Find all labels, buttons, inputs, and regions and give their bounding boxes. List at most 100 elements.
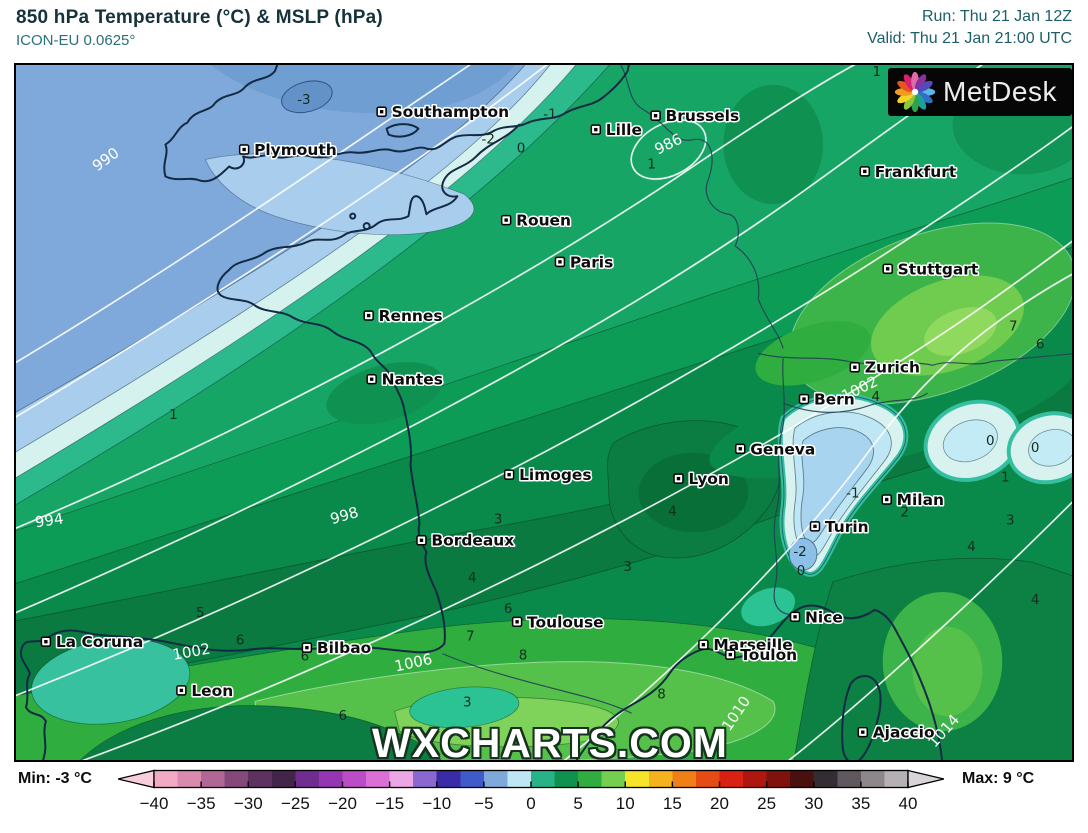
metdesk-logo-text: MetDesk [943, 76, 1057, 107]
colorbar-tick-labels: −40 −35 −30 −25 −20 −15 −10 −5 0 5 10 15 20 25 30 35 40 [0, 794, 1088, 820]
city-marker-dot [738, 447, 742, 451]
po-valley-pool-contour [779, 395, 907, 575]
metdesk-pinwheel-icon [894, 71, 936, 113]
city-marker-group: Bordeaux [416, 530, 516, 551]
city-label: Stuttgart [898, 260, 979, 278]
temp-contour-label: 0 [986, 434, 995, 449]
colorbar-svg [117, 769, 945, 789]
city-marker-dot [676, 476, 681, 481]
stuttgart-bright-core2 [924, 307, 997, 356]
city-marker-dot [853, 365, 857, 369]
city-marker-group: La Coruna [40, 632, 145, 653]
city-marker-dot [504, 218, 508, 222]
temp-contour-label: 0 [517, 142, 526, 157]
city-marker-group: Rouen [500, 210, 572, 231]
city-label: Nantes [382, 371, 443, 389]
temp-contour-label: 3 [623, 560, 632, 575]
temp-contour-label: 1 [647, 157, 656, 172]
city-marker-group: Nice [789, 607, 844, 628]
colorbar-tick-label: 10 [615, 794, 635, 813]
city-marker-group: Bilbao [301, 638, 373, 659]
temp-contour-label: 4 [1031, 593, 1040, 608]
colorbar-tickmarks [153, 781, 909, 787]
spain-dark-patch [80, 705, 442, 760]
temp-contour-label: 6 [301, 650, 310, 665]
corsica-east-bright-core [912, 626, 983, 717]
temp-contour-label: -1 [846, 487, 859, 502]
city-label: Rouen [516, 212, 571, 230]
city-marker-dot [379, 110, 384, 114]
city-marker-dot [558, 260, 562, 264]
galicia-teal-patch [31, 638, 191, 725]
colorbar-tick-label: 0 [526, 794, 536, 813]
model-subtitle: ICON-EU 0.0625° [16, 32, 136, 49]
city-marker-group: Limoges [503, 465, 593, 486]
temp-contour-label: 4 [871, 390, 880, 405]
city-marker-dot [305, 645, 309, 650]
pinwheel-petals [894, 71, 936, 113]
city-label: Plymouth [254, 141, 337, 159]
page-title: 850 hPa Temperature (°C) & MSLP (hPa) [16, 7, 383, 28]
city-marker-dot [885, 497, 889, 502]
city-label: Limoges [519, 466, 591, 484]
city-marker-group: Lyon [673, 469, 730, 490]
colorbar-tick-label: −20 [328, 794, 357, 813]
nice-teal-patch [741, 587, 796, 627]
city-marker-dot [802, 397, 806, 401]
city-label: Geneva [750, 440, 815, 458]
temp-contour-label: -2 [793, 545, 806, 560]
colorbar-tick-label: −25 [280, 794, 310, 813]
metdesk-logo[interactable]: MetDesk [888, 68, 1072, 116]
city-marker-dot [813, 524, 817, 529]
temp-contour-label: -2 [482, 133, 495, 148]
temp-contour-label: 7 [466, 630, 475, 645]
city-marker-group: Bern [798, 389, 856, 410]
lyon-dark-core [638, 452, 749, 533]
colorbar-right-arrow [907, 769, 945, 789]
city-marker-group: Toulon [725, 645, 799, 666]
city-label: Toulon [740, 646, 797, 664]
city-label: Turin [825, 518, 869, 536]
pyrenees-teal-patch [409, 686, 520, 729]
legend-min-label: Min: -3 °C [18, 770, 92, 787]
valid-time: Valid: Thu 21 Jan 21:00 UTC [867, 30, 1072, 47]
city-label: Ajaccio [873, 724, 935, 742]
temp-contour-label: 8 [657, 687, 666, 702]
city-marker-group: Leon [176, 680, 235, 701]
colorbar-left-arrow [117, 769, 155, 789]
temp-contour-label: 4 [468, 571, 477, 586]
city-marker-group: Toulouse [511, 612, 605, 633]
colorbar-tick-label: 35 [851, 794, 871, 813]
city-label: Brussels [666, 107, 740, 125]
city-label: La Coruna [56, 633, 143, 651]
temp-contour-label: 6 [338, 709, 347, 724]
east-cyan-core-1 [942, 419, 998, 463]
run-time: Run: Thu 21 Jan 12Z [921, 8, 1072, 25]
city-marker-dot [507, 472, 511, 477]
city-label: Lille [606, 121, 642, 139]
city-marker-group: Rennes [363, 306, 444, 327]
city-marker-dot [242, 147, 246, 152]
wxcharts-watermark: WXCHARTS.COM [372, 720, 728, 766]
city-marker-group: Milan [881, 489, 945, 510]
temp-contour-label: 2 [900, 505, 909, 520]
temp-contour-label: 1 [1001, 471, 1010, 486]
city-label: Toulouse [527, 613, 604, 631]
temp-contour-label: 3 [463, 695, 472, 710]
colorbar-tick-label: 5 [573, 794, 583, 813]
city-marker-group: Brussels [650, 106, 741, 127]
temperature-colorbar [117, 769, 945, 791]
isobar-label: 994 [34, 510, 65, 532]
temp-contour-label: 6 [236, 634, 245, 649]
city-marker-group: Lille [590, 120, 643, 141]
channel-lightblue-patch [204, 153, 475, 236]
city-marker-dot [419, 538, 424, 542]
city-marker-dot [594, 127, 598, 132]
coastlines [19, 65, 943, 760]
city-marker-dot [861, 730, 865, 734]
zurich-bright-patch [755, 321, 871, 386]
temp-contour-label: 0 [1031, 441, 1040, 456]
temp-contour-label: 4 [967, 540, 976, 555]
temp-contour-label: 0 [797, 564, 806, 579]
